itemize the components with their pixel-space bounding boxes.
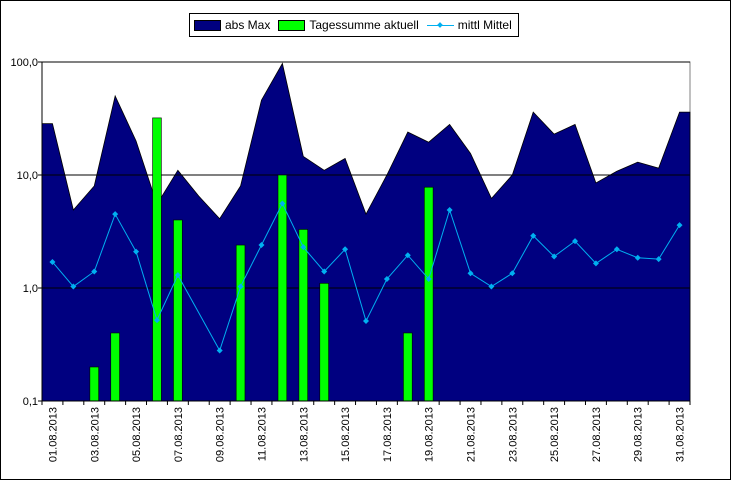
- line-point: [300, 244, 307, 251]
- line-point: [551, 253, 558, 260]
- bar: [152, 117, 162, 402]
- line-point: [509, 270, 516, 277]
- bar: [403, 332, 413, 402]
- x-tick-label: 27.08.2013: [591, 407, 603, 462]
- line-point: [572, 238, 579, 245]
- legend-swatch-abs-max: [194, 19, 221, 31]
- bar: [235, 244, 246, 402]
- x-tick-label: 01.08.2013: [47, 407, 59, 462]
- line-point: [676, 222, 683, 229]
- axes: [38, 61, 691, 405]
- bar: [319, 283, 329, 402]
- legend: abs Max Tagessumme aktuell mittl Mittel: [189, 13, 519, 37]
- x-tick-label: 13.08.2013: [298, 407, 310, 462]
- bar: [298, 229, 308, 402]
- legend-item-mittl-mittel: mittl Mittel: [426, 18, 512, 32]
- x-tick-labels: 01.08.2013 03.08.2013 05.08.2013 07.08.2013…: [47, 407, 686, 462]
- legend-item-tagessumme: Tagessumme aktuell: [278, 18, 419, 32]
- line-point: [425, 276, 432, 283]
- line-point: [70, 283, 77, 290]
- x-tick-label: 03.08.2013: [89, 407, 101, 462]
- legend-label-mittl-mittel: mittl Mittel: [457, 18, 512, 32]
- line-point: [133, 248, 140, 255]
- x-tick-label: 09.08.2013: [215, 407, 227, 462]
- line-mittl-mittel: [52, 202, 680, 352]
- line-point: [91, 268, 98, 275]
- x-tick-label: 25.08.2013: [549, 407, 561, 462]
- line-point: [634, 254, 641, 261]
- line-point: [467, 270, 474, 277]
- x-tick-label: 07.08.2013: [173, 407, 185, 462]
- y-tick-label: 100,0: [10, 57, 38, 69]
- x-tick-label: 31.08.2013: [675, 407, 687, 462]
- line-point: [237, 283, 244, 290]
- line-point: [174, 272, 181, 279]
- legend-item-abs-max: abs Max: [194, 18, 270, 32]
- y-tick-label: 0,1: [23, 396, 38, 408]
- x-tick-label: 19.08.2013: [424, 407, 436, 462]
- line-point: [383, 276, 390, 283]
- line-point: [592, 260, 599, 267]
- x-tick-label: 11.08.2013: [256, 407, 268, 461]
- line-point: [321, 268, 328, 275]
- line-point: [258, 242, 265, 249]
- line-point: [613, 246, 620, 253]
- x-tick-label: 29.08.2013: [633, 407, 645, 462]
- bar: [424, 186, 434, 402]
- line-point: [655, 256, 662, 263]
- line-point: [530, 232, 537, 239]
- x-tick-label: 17.08.2013: [382, 407, 394, 462]
- x-tick-label: 23.08.2013: [507, 407, 519, 462]
- line-point: [216, 347, 223, 354]
- line-point: [49, 258, 56, 265]
- line-point: [363, 318, 369, 325]
- line-point: [153, 317, 160, 324]
- legend-label-abs-max: abs Max: [225, 18, 271, 32]
- line-point: [488, 283, 495, 290]
- legend-label-tagessumme: Tagessumme aktuell: [309, 18, 419, 32]
- x-tick-label: 05.08.2013: [131, 407, 143, 462]
- y-tick-label: 1,0: [23, 283, 38, 295]
- x-tick-label: 21.08.2013: [466, 407, 478, 462]
- area-abs-max: [41, 62, 691, 402]
- bar-series-tagessumme: [89, 117, 434, 402]
- area-series-abs-max: [41, 61, 691, 402]
- legend-swatch-tagessumme: [278, 19, 306, 31]
- line-point: [404, 252, 411, 259]
- x-tick-label: 15.08.2013: [340, 407, 352, 462]
- line-point: [342, 246, 349, 253]
- legend-swatch-mittl-mittel: [426, 20, 454, 31]
- bar: [110, 332, 120, 402]
- bar: [173, 219, 183, 402]
- y-tick-labels: 0,1 1,0 10,0 100,0: [10, 57, 38, 408]
- y-tick-label: 10,0: [17, 170, 38, 182]
- line-point: [446, 207, 453, 214]
- line-point: [112, 211, 119, 218]
- line-series-mittl-mittel: [49, 200, 683, 354]
- bar: [89, 366, 99, 402]
- line-point: [279, 200, 286, 207]
